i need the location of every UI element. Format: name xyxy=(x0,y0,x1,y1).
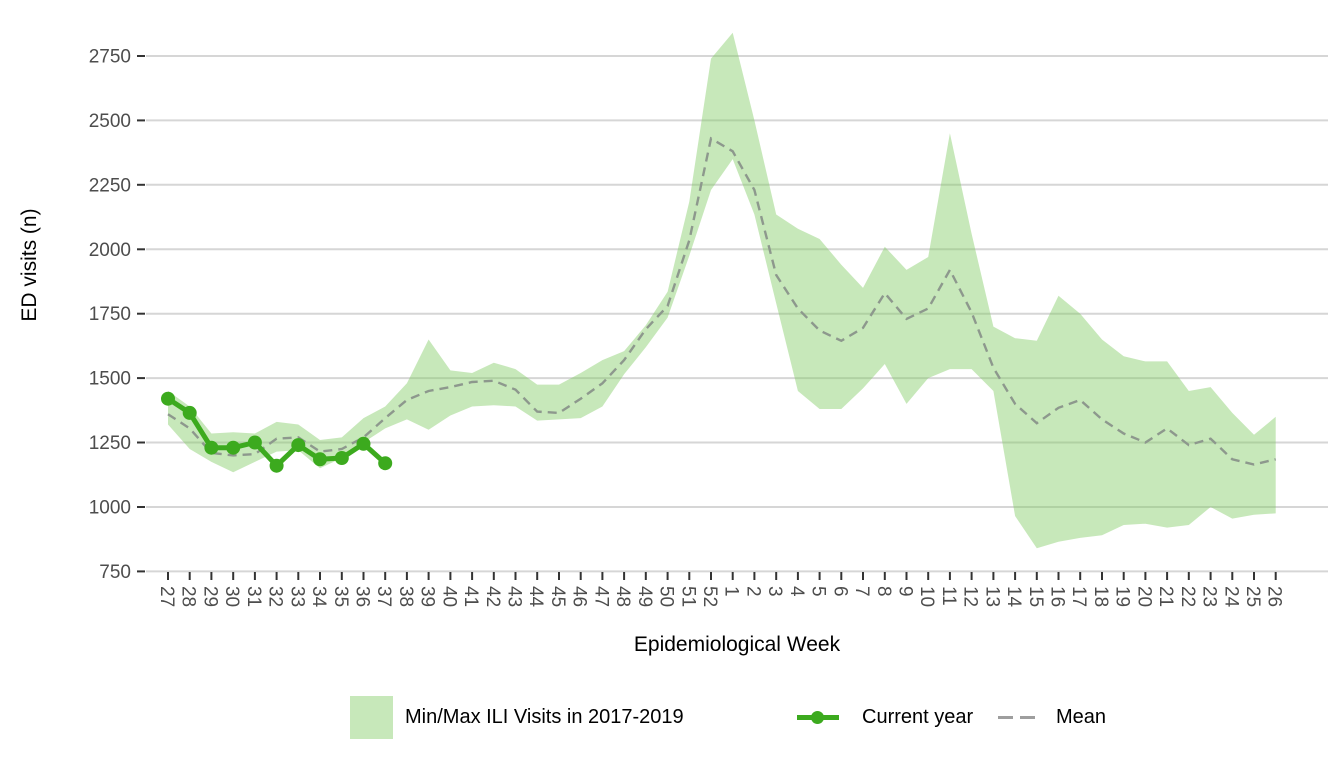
current-year-point-w36 xyxy=(356,436,371,451)
current-year-point-w34 xyxy=(313,452,327,467)
current-year-point-w31 xyxy=(247,435,262,450)
x-tick-label-35: 35 xyxy=(330,586,351,607)
y-tick-label-1000: 1000 xyxy=(89,498,131,519)
current-year-point-w33 xyxy=(291,438,306,453)
current-year-point-w30 xyxy=(226,440,241,455)
x-tick-label-9: 9 xyxy=(895,586,916,597)
x-tick-label-27: 27 xyxy=(156,586,177,607)
minmax-ribbon-area xyxy=(168,32,1276,549)
x-axis-title: Epidemiological Week xyxy=(633,633,841,656)
x-tick-label-32: 32 xyxy=(265,586,286,607)
x-tick-label-37: 37 xyxy=(373,586,394,607)
x-tick-label-29: 29 xyxy=(199,586,220,607)
y-axis-title: ED visits (n) xyxy=(18,208,41,322)
x-tick-label-4: 4 xyxy=(786,586,807,597)
x-tick-label-46: 46 xyxy=(569,586,590,607)
x-tick-label-24: 24 xyxy=(1220,586,1241,608)
x-tick-label-22: 22 xyxy=(1177,586,1198,607)
x-tick-label-50: 50 xyxy=(656,586,677,607)
x-tick-label-36: 36 xyxy=(352,586,373,607)
x-tick-label-18: 18 xyxy=(1090,586,1111,607)
y-tick-label-2750: 2750 xyxy=(89,47,131,68)
x-tick-label-16: 16 xyxy=(1047,586,1068,607)
x-tick-label-25: 25 xyxy=(1242,586,1263,607)
current-year-point-w32 xyxy=(269,458,284,473)
x-tick-label-43: 43 xyxy=(504,586,525,607)
x-tick-label-20: 20 xyxy=(1133,586,1154,607)
x-tick-label-1: 1 xyxy=(721,586,742,597)
x-tick-label-42: 42 xyxy=(482,586,503,607)
x-tick-label-30: 30 xyxy=(221,586,242,607)
x-tick-label-13: 13 xyxy=(981,586,1002,607)
x-tick-label-17: 17 xyxy=(1068,586,1089,607)
x-tick-label-38: 38 xyxy=(395,586,416,607)
current-year-point-w28 xyxy=(182,405,197,420)
x-tick-label-21: 21 xyxy=(1155,586,1176,607)
y-tick-label-1250: 1250 xyxy=(89,433,131,454)
x-tick-label-26: 26 xyxy=(1264,586,1285,607)
current-year-point-w37 xyxy=(378,456,393,471)
x-tick-label-11: 11 xyxy=(938,586,959,606)
y-tick-label-750: 750 xyxy=(99,562,131,583)
y-tick-label-2000: 2000 xyxy=(89,240,131,261)
x-tick-label-31: 31 xyxy=(243,586,264,607)
x-tick-label-39: 39 xyxy=(417,586,438,607)
x-tick-label-10: 10 xyxy=(916,586,937,607)
x-tick-label-5: 5 xyxy=(808,586,829,597)
y-tick-label-2250: 2250 xyxy=(89,175,131,196)
x-tick-label-34: 34 xyxy=(308,586,329,608)
x-tick-label-2: 2 xyxy=(742,586,763,597)
y-tick-label-2500: 2500 xyxy=(89,111,131,132)
x-tick-label-44: 44 xyxy=(525,586,546,608)
x-tick-label-19: 19 xyxy=(1112,586,1133,607)
x-tick-label-15: 15 xyxy=(1025,586,1046,607)
y-tick-label-1500: 1500 xyxy=(89,369,131,390)
x-tick-label-47: 47 xyxy=(590,586,611,607)
x-tick-label-8: 8 xyxy=(873,586,894,597)
x-tick-label-7: 7 xyxy=(851,586,872,597)
x-tick-label-12: 12 xyxy=(960,586,981,607)
x-tick-label-33: 33 xyxy=(286,586,307,607)
x-tick-label-6: 6 xyxy=(829,586,850,597)
x-tick-label-23: 23 xyxy=(1199,586,1220,607)
x-tick-label-45: 45 xyxy=(547,586,568,607)
x-tick-label-28: 28 xyxy=(178,586,199,607)
x-tick-label-49: 49 xyxy=(634,586,655,607)
mean-line xyxy=(167,136,1276,466)
x-tick-label-48: 48 xyxy=(612,586,633,607)
x-tick-label-14: 14 xyxy=(1003,586,1024,608)
x-tick-label-52: 52 xyxy=(699,586,720,607)
x-tick-label-3: 3 xyxy=(764,586,785,597)
current-year-point-w35 xyxy=(334,451,349,465)
current-year-point-w29 xyxy=(204,440,219,455)
y-tick-label-1750: 1750 xyxy=(89,304,131,325)
x-tick-label-41: 41 xyxy=(460,586,481,607)
x-tick-label-51: 51 xyxy=(677,586,698,607)
current-year-point-w27 xyxy=(161,391,175,406)
x-tick-label-40: 40 xyxy=(438,586,459,607)
